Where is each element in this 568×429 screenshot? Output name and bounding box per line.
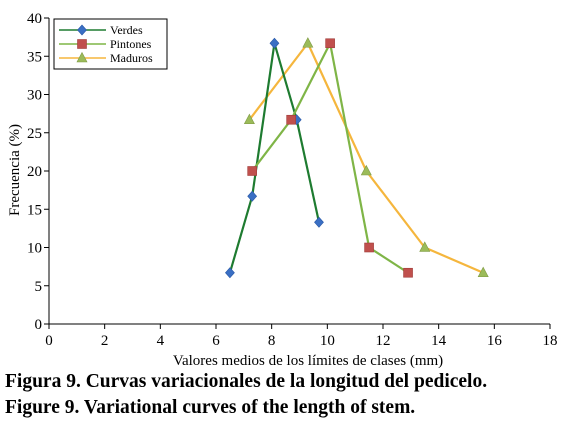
y-tick-label: 10 bbox=[27, 241, 42, 257]
data-point-verdes bbox=[247, 190, 258, 202]
series-line-verdes bbox=[228, 42, 321, 274]
legend-label-pintones: Pintones bbox=[110, 37, 152, 51]
legend-marker-verdes bbox=[77, 24, 87, 36]
legend-marker-maduros bbox=[76, 51, 88, 63]
chart-axes: 0 5 10 15 20 25 30 35 40 0 2 4 6 8 10 12 14 16 18 bbox=[27, 11, 558, 349]
data-point-pintones bbox=[364, 242, 374, 253]
data-point-pintones bbox=[403, 267, 413, 278]
data-point-maduros bbox=[243, 113, 255, 125]
line-chart: 0 5 10 15 20 25 30 35 40 0 2 4 6 8 10 12 14 16 18 VerdesPi… bbox=[7, 11, 558, 369]
x-tick-label: 10 bbox=[320, 333, 335, 349]
data-point-verdes bbox=[314, 216, 324, 228]
y-tick-label: 40 bbox=[27, 11, 42, 27]
x-axis-title: Valores medios de los límites de clases … bbox=[173, 353, 443, 369]
y-axis-title: Frecuencia (%) bbox=[7, 124, 23, 216]
series-verdes bbox=[225, 37, 324, 279]
figure-caption-english: Figure 9. Variational curves of the leng… bbox=[5, 397, 416, 418]
series-maduros bbox=[243, 37, 489, 278]
series-pintones bbox=[247, 38, 413, 278]
legend-marker-pintones bbox=[77, 39, 87, 49]
legend-label-verdes: Verdes bbox=[110, 23, 143, 37]
x-tick-label: 0 bbox=[45, 333, 53, 349]
y-tick-label: 35 bbox=[27, 49, 42, 65]
x-tick-label: 2 bbox=[101, 333, 109, 349]
data-point-maduros bbox=[419, 241, 431, 252]
y-tick-label: 0 bbox=[35, 317, 43, 333]
data-point-maduros bbox=[302, 37, 314, 48]
chart-series bbox=[225, 37, 489, 279]
x-tick-label: 16 bbox=[487, 333, 503, 349]
figure-caption-spanish: Figura 9. Curvas variacionales de la lon… bbox=[5, 371, 488, 392]
data-point-maduros bbox=[360, 164, 372, 176]
x-tick-label: 4 bbox=[157, 333, 165, 349]
series-line-pintones bbox=[251, 42, 409, 274]
y-tick-label: 25 bbox=[27, 126, 42, 142]
x-tick-label: 6 bbox=[212, 333, 220, 349]
y-tick-label: 20 bbox=[27, 164, 42, 180]
x-tick-label: 18 bbox=[543, 333, 558, 349]
x-tick-label: 8 bbox=[268, 333, 276, 349]
y-tick-label: 30 bbox=[27, 88, 42, 104]
data-point-pintones bbox=[286, 114, 296, 125]
x-tick-label: 12 bbox=[376, 333, 391, 349]
y-tick-label: 5 bbox=[35, 279, 43, 295]
data-point-verdes bbox=[269, 37, 280, 49]
data-point-pintones bbox=[247, 166, 257, 176]
y-tick-label: 15 bbox=[27, 202, 42, 218]
data-point-verdes bbox=[225, 267, 235, 279]
x-tick-label: 14 bbox=[431, 333, 447, 349]
data-point-maduros bbox=[477, 266, 489, 278]
data-point-pintones bbox=[325, 38, 335, 49]
legend-label-maduros: Maduros bbox=[110, 51, 153, 65]
